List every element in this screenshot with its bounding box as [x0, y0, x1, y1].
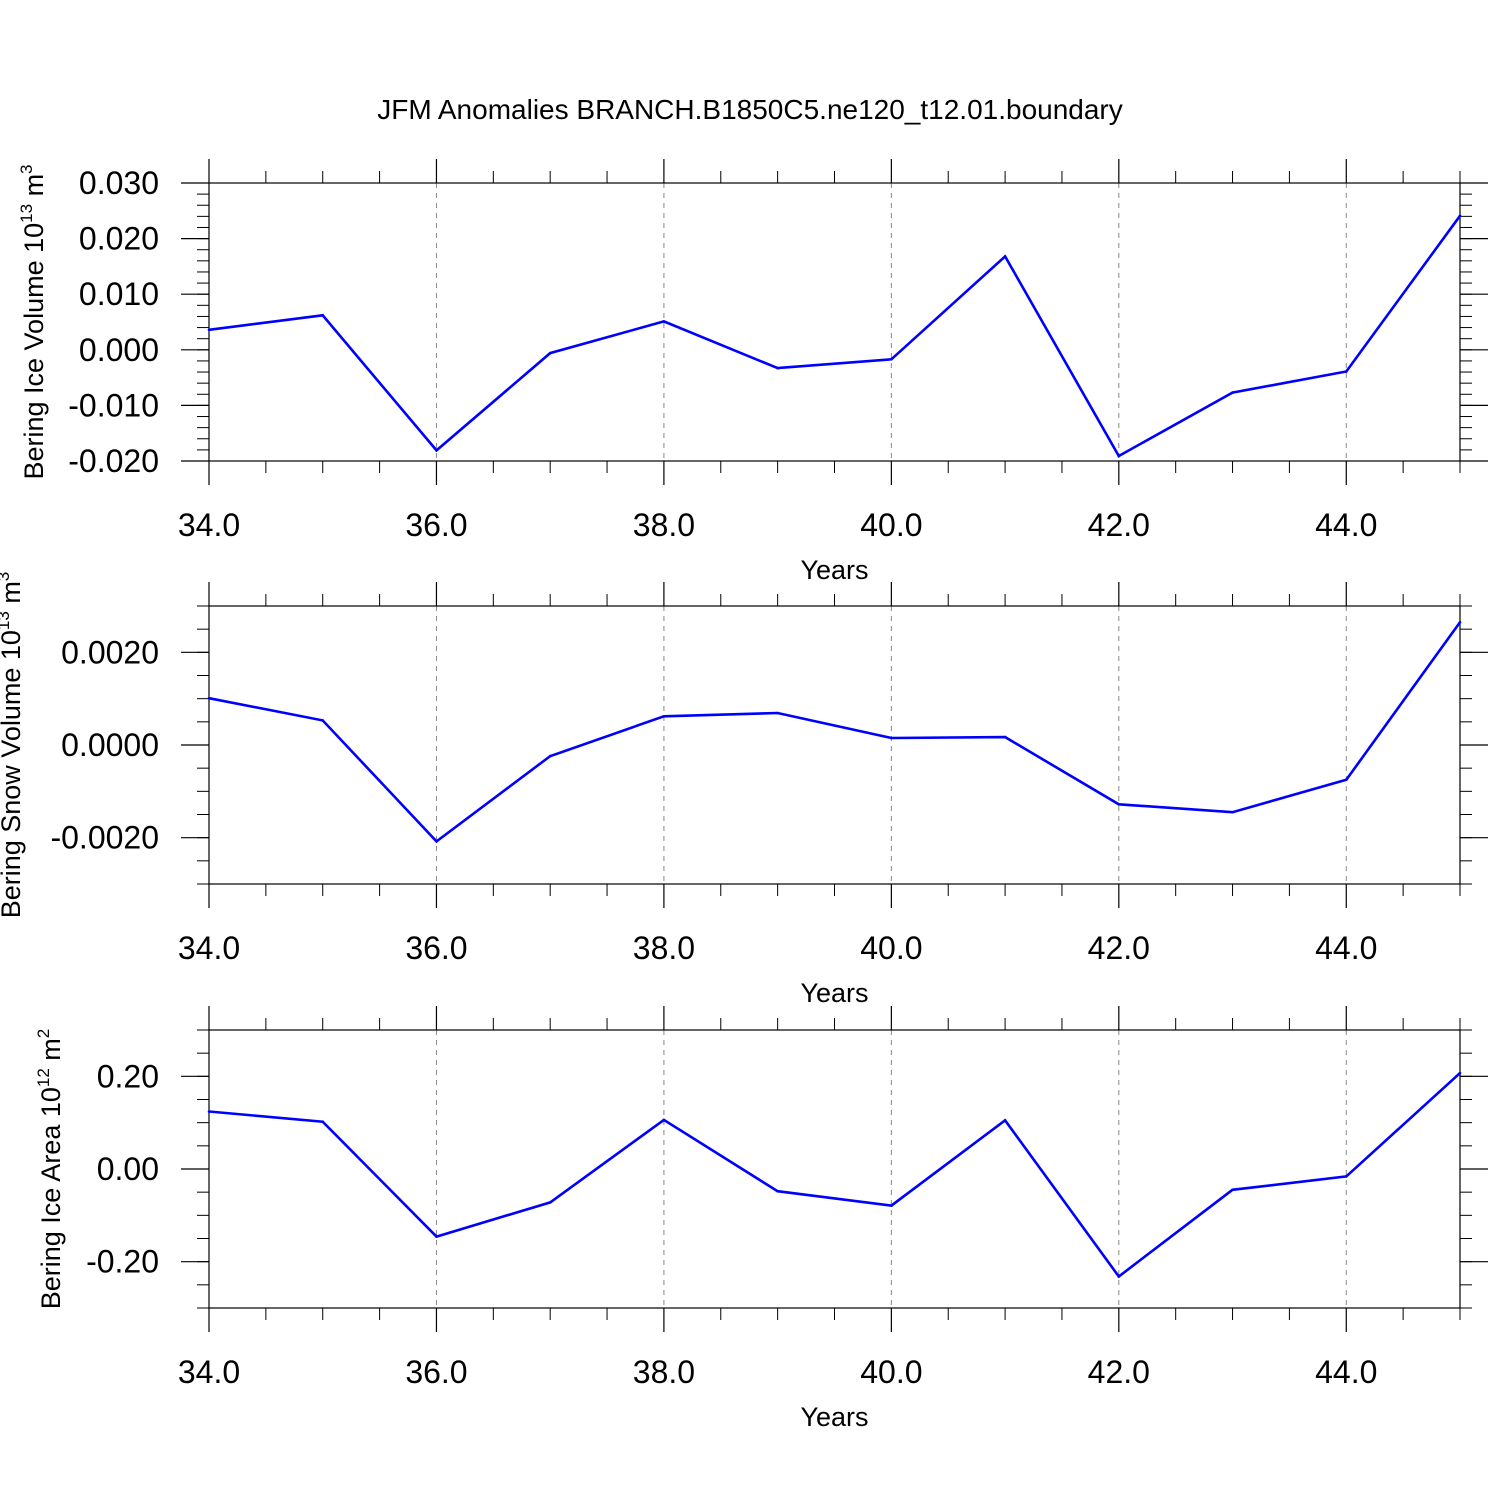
x-tick-label: 34.0 [178, 507, 240, 543]
y-tick-label: -0.20 [86, 1244, 159, 1280]
data-point [1003, 255, 1007, 258]
x-axis-label: Years [800, 1402, 868, 1432]
data-point [1458, 620, 1462, 624]
y-tick-label: -0.010 [68, 387, 159, 423]
chart-panel-3: 34.0 36.0 38.0 40.0 42.0 44.0 -0.20 0.00 0.20 Yea… [34, 1006, 1488, 1432]
x-tick-label: 38.0 [633, 507, 695, 543]
y-tick-label: 0.030 [79, 165, 159, 201]
y-tick-label: 0.010 [79, 276, 159, 312]
x-tick-label: 36.0 [405, 1354, 467, 1390]
data-point [435, 449, 438, 452]
figure-title: JFM Anomalies BRANCH.B1850C5.ne120_t12.0… [377, 94, 1123, 125]
data-point [207, 328, 211, 332]
data-point [548, 1201, 552, 1204]
chart-panels: 34.0 36.0 38.0 40.0 42.0 44.0 -0.020 -0.010 0.00… [0, 159, 1488, 1432]
data-point [435, 1235, 438, 1238]
x-tick-label: 36.0 [405, 930, 467, 966]
data-point [1117, 1275, 1121, 1278]
data-point [207, 696, 211, 700]
plot-frame [208, 1029, 1461, 1309]
data-point [890, 358, 893, 361]
x-tick-label: 40.0 [860, 507, 922, 543]
data-line [208, 215, 1462, 458]
x-tick-label: 38.0 [633, 1354, 695, 1390]
y-axis-label: Bering Snow Volume 1013 m3 [0, 572, 26, 919]
data-point [1345, 778, 1348, 782]
y-tick-label: 0.020 [79, 221, 159, 257]
x-tick-label: 42.0 [1088, 1354, 1150, 1390]
data-point [548, 351, 552, 355]
data-point [662, 715, 666, 718]
plot-frame [208, 182, 1461, 462]
data-point [1117, 803, 1121, 806]
data-point [776, 711, 779, 715]
data-line [208, 1072, 1461, 1279]
data-point [776, 366, 779, 370]
data-point [207, 1110, 211, 1113]
x-axis-label: Years [800, 555, 868, 585]
data-line [208, 621, 1462, 844]
data-point [1117, 454, 1121, 458]
data-point [1231, 810, 1234, 814]
y-tick-label: 0.0020 [61, 634, 159, 670]
plot-frame [208, 605, 1461, 885]
x-tick-label: 38.0 [633, 930, 695, 966]
x-tick-label: 42.0 [1088, 507, 1150, 543]
y-axis-label: Bering Ice Volume 1013 m3 [17, 164, 49, 479]
data-point [662, 320, 666, 323]
y-tick-label: 0.20 [97, 1058, 159, 1094]
y-tick-label: 0.00 [97, 1151, 159, 1187]
x-axis-label: Years [800, 978, 868, 1008]
data-point [1231, 1188, 1234, 1192]
data-point [1003, 1119, 1007, 1122]
data-point [1345, 1175, 1348, 1178]
x-tick-label: 40.0 [860, 930, 922, 966]
x-tick-label: 44.0 [1315, 930, 1377, 966]
x-tick-label: 42.0 [1088, 930, 1150, 966]
x-tick-label: 44.0 [1315, 1354, 1377, 1390]
data-point [890, 1204, 893, 1207]
data-point [776, 1189, 779, 1193]
y-tick-label: 0.0000 [61, 727, 159, 763]
y-tick-label: -0.0020 [50, 820, 159, 856]
x-tick-label: 34.0 [178, 1354, 240, 1390]
data-point [1345, 370, 1348, 373]
data-point [321, 719, 325, 722]
data-point [321, 314, 325, 317]
chart-panel-1: 34.0 36.0 38.0 40.0 42.0 44.0 -0.020 -0.010 0.00… [17, 159, 1488, 585]
data-point [1003, 735, 1007, 739]
x-tick-label: 40.0 [860, 1354, 922, 1390]
data-point [662, 1118, 666, 1122]
data-point [435, 840, 438, 843]
data-point [1231, 391, 1234, 394]
data-point [1458, 214, 1462, 218]
x-tick-label: 34.0 [178, 930, 240, 966]
data-point [548, 754, 552, 758]
x-tick-label: 44.0 [1315, 507, 1377, 543]
y-tick-label: -0.020 [68, 443, 159, 479]
y-axis-label: Bering Ice Area 1012 m2 [34, 1029, 66, 1310]
chart-panel-2: 34.0 36.0 38.0 40.0 42.0 44.0 -0.0020 0.0000 0.0… [0, 572, 1488, 1008]
data-point [321, 1120, 325, 1123]
data-point [1458, 1071, 1462, 1075]
x-tick-label: 36.0 [405, 507, 467, 543]
data-point [890, 736, 893, 740]
y-tick-label: 0.000 [79, 332, 159, 368]
